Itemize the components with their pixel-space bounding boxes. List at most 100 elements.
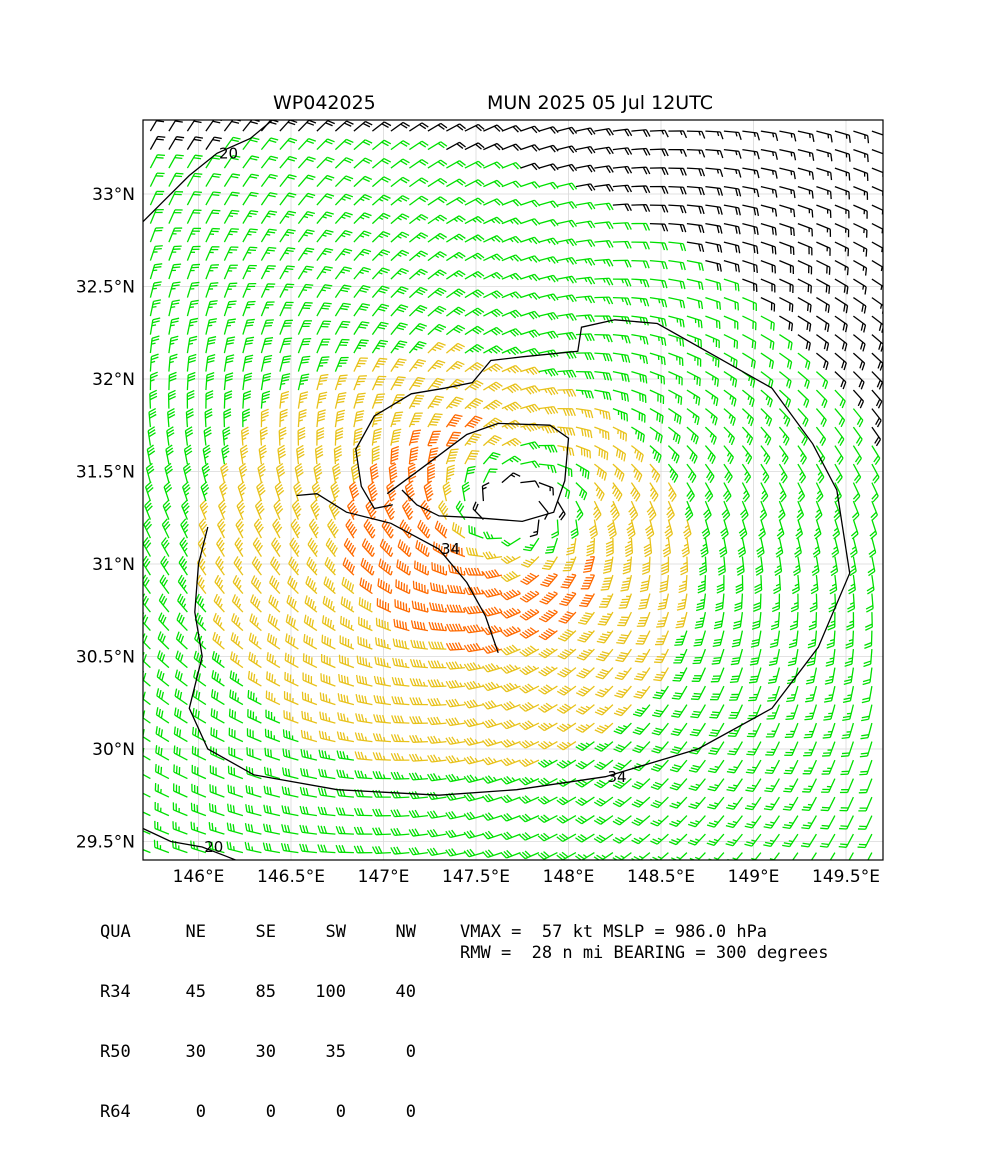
wind-barb xyxy=(594,129,613,136)
wind-barb xyxy=(728,705,742,719)
wind-barb xyxy=(631,130,650,137)
wind-barb xyxy=(187,228,201,242)
wind-barb xyxy=(557,816,576,824)
wind-barb xyxy=(669,816,687,827)
wind-barb xyxy=(483,607,502,616)
wind-barb xyxy=(745,797,761,809)
wind-barb xyxy=(802,779,816,792)
wind-barb xyxy=(346,519,357,538)
wind-barb xyxy=(614,705,631,716)
wind-barb xyxy=(140,612,150,630)
wind-barb xyxy=(314,464,322,483)
wind-barb xyxy=(872,409,881,427)
wind-barb xyxy=(705,298,720,310)
wind-barb xyxy=(372,177,390,187)
wind-barb xyxy=(169,155,184,168)
wind-barb xyxy=(557,704,576,713)
wind-barb xyxy=(268,633,280,649)
wind-barb xyxy=(211,727,224,741)
wind-barb xyxy=(520,796,539,804)
wind-barb xyxy=(650,390,664,404)
wind-barb xyxy=(302,711,317,723)
wind-barb xyxy=(539,369,558,376)
wind-barb xyxy=(181,519,189,538)
wind-barb xyxy=(464,643,483,651)
wind-barb xyxy=(742,390,754,407)
wind-barb xyxy=(372,195,390,205)
wind-barb xyxy=(840,797,854,811)
wind-barb xyxy=(196,594,206,612)
wind-barb xyxy=(375,657,391,668)
wind-barb xyxy=(613,797,631,807)
wind-barb xyxy=(736,575,743,593)
wind-barb xyxy=(317,157,335,168)
wind-barb xyxy=(354,411,364,427)
wind-barb xyxy=(217,538,225,557)
wind-barb xyxy=(779,242,793,255)
wind-barb xyxy=(158,632,169,650)
wind-barb xyxy=(261,373,271,390)
wind-barb xyxy=(559,612,576,623)
wind-barb xyxy=(733,612,742,629)
wind-barb xyxy=(261,174,277,186)
wind-barb xyxy=(613,372,629,383)
wind-barb xyxy=(483,217,502,223)
wind-barb xyxy=(210,803,225,815)
wind-barb xyxy=(212,651,224,667)
wind-barb xyxy=(220,482,228,501)
wind-barb xyxy=(465,124,484,131)
wind-barb xyxy=(835,390,845,408)
wind-barb xyxy=(150,336,159,353)
wind-barb xyxy=(360,578,372,594)
wind-barb xyxy=(704,501,712,520)
wind-barb xyxy=(719,538,726,557)
wind-barb xyxy=(763,853,779,865)
wind-barb xyxy=(809,612,817,630)
wind-barb xyxy=(322,654,336,668)
wind-barb xyxy=(872,298,884,314)
wind-barb xyxy=(631,261,649,269)
wind-barb xyxy=(559,592,576,605)
wind-barb xyxy=(557,390,575,397)
wind-barb xyxy=(613,353,630,363)
wind-barb xyxy=(840,760,853,774)
wind-barb xyxy=(482,483,489,501)
wind-barb xyxy=(835,131,850,143)
wind-barb xyxy=(264,786,280,797)
wind-barb xyxy=(409,430,421,446)
wind-barb xyxy=(174,746,187,761)
wind-barb xyxy=(634,668,650,680)
wind-barb xyxy=(409,196,428,205)
wind-barb xyxy=(357,675,373,686)
wind-barb xyxy=(631,167,649,174)
wind-barb xyxy=(304,615,316,631)
wind-barb xyxy=(298,427,305,445)
contour-label: 34 xyxy=(608,768,627,786)
wind-barb xyxy=(813,538,820,557)
wind-barb xyxy=(596,649,613,661)
wind-barb xyxy=(409,306,427,317)
wind-barb xyxy=(599,594,613,608)
wind-barb xyxy=(708,779,724,791)
wind-barb xyxy=(308,538,317,557)
wind-barb xyxy=(502,329,521,337)
wind-barb xyxy=(446,252,465,260)
wind-barb xyxy=(578,612,594,624)
wind-barb xyxy=(694,631,706,646)
wind-barb xyxy=(589,520,597,539)
wind-barb xyxy=(816,464,823,483)
wind-barb xyxy=(323,596,335,612)
wind-barb xyxy=(317,410,326,427)
wind-barb xyxy=(557,464,571,477)
wind-barb xyxy=(798,205,813,217)
wind-barb xyxy=(446,643,464,651)
wind-barb xyxy=(448,585,465,594)
wind-barb xyxy=(761,446,770,465)
wind-barb xyxy=(682,538,689,557)
wind-barb xyxy=(577,668,595,678)
wind-barb xyxy=(631,279,649,287)
wind-barb xyxy=(867,575,874,594)
wind-barb xyxy=(446,718,465,726)
wind-barb xyxy=(319,750,335,760)
